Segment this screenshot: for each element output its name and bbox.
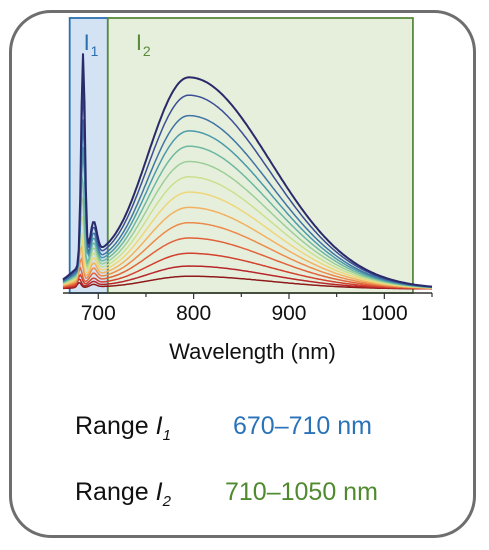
series-line-2 [62,265,432,290]
region-label-2: I [136,30,142,55]
series-line-10 [62,145,433,289]
series-line-8 [62,176,433,289]
range-label-2: Range I2 [75,478,171,510]
region-label-1: I [84,30,90,55]
series-line-9 [62,160,433,289]
x-axis-title: Wavelength (nm) [169,339,336,364]
region-label-sub-2: 2 [143,43,151,59]
series-line-3 [62,252,432,290]
series-line-13 [62,86,433,288]
series-line-12 [62,114,433,288]
series-line-7 [62,191,432,289]
x-tick-label: 900 [271,302,306,325]
range-value-2: 710–1050 nm [225,478,378,506]
x-tick-label: 700 [81,302,116,325]
x-tick-label: 1000 [361,302,408,325]
x-tick-label: 800 [176,302,211,325]
series-line-6 [62,206,433,289]
series-line-4 [62,237,432,290]
region-label-sub-1: 1 [91,43,99,59]
series-line-5 [62,221,433,290]
series-line-14 [62,53,433,288]
range-value-1: 670–710 nm [233,412,373,440]
series-line-1 [63,275,432,290]
range-label-1: Range I1 [75,412,171,444]
region-box-2 [106,17,414,294]
series-line-11 [62,130,433,288]
